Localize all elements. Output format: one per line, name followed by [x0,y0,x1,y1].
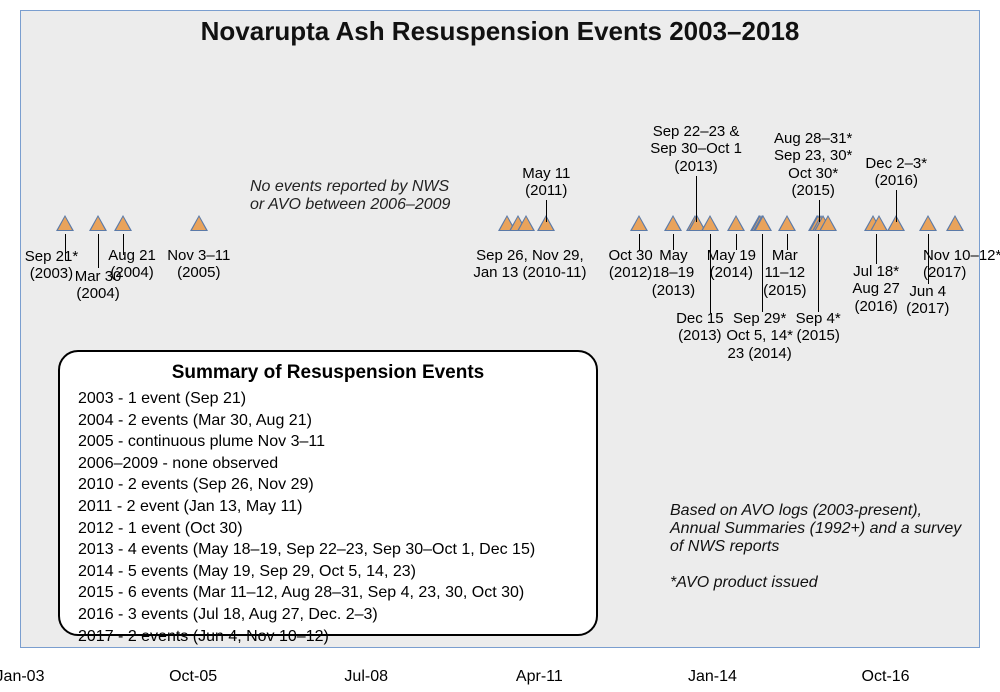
event-annotation: May 19 (2014) [707,247,756,282]
event-annotation: Nov 3–11 (2005) [167,247,230,282]
event-annotation: May 11 (2011) [522,165,570,200]
event-marker [116,217,130,230]
event-marker [821,217,835,230]
event-marker [703,217,717,230]
event-annotation: Sep 29* Oct 5, 14* 23 (2014) [726,310,793,362]
event-annotation: Aug 21 (2004) [108,247,156,282]
gap-note: No events reported by NWS or AVO between… [250,178,450,214]
summary-title: Summary of Resuspension Events [78,362,578,384]
event-annotation: Sep 21* (2003) [25,248,78,283]
x-axis-label: Oct-16 [862,668,910,686]
leader-line [546,200,547,222]
event-marker [948,217,962,230]
summary-line: 2016 - 3 events (Jul 18, Aug 27, Dec. 2–… [78,604,578,626]
summary-line: 2006–2009 - none observed [78,453,578,475]
leader-line [123,234,124,255]
summary-line: 2015 - 6 events (Mar 11–12, Aug 28–31, S… [78,582,578,604]
event-marker [921,217,935,230]
summary-line: 2011 - 2 event (Jan 13, May 11) [78,496,578,518]
leader-line [787,234,788,250]
leader-line [65,234,66,260]
summary-line: 2010 - 2 events (Sep 26, Nov 29) [78,474,578,496]
leader-line [696,176,697,222]
event-marker [519,217,533,230]
event-marker [872,217,886,230]
event-annotation: Dec 2–3* (2016) [865,155,927,190]
event-annotation: Sep 22–23 & Sep 30–Oct 1 (2013) [650,123,742,175]
event-marker [756,217,770,230]
summary-box: Summary of Resuspension Events 2003 - 1 … [58,350,598,636]
event-annotation: Dec 15 (2013) [676,310,724,345]
chart-title: Novarupta Ash Resuspension Events 2003–2… [0,16,1000,47]
event-annotation: Jun 4 (2017) [906,283,949,318]
x-axis-label: Jan-03 [0,668,44,686]
x-axis-label: Jan-14 [688,668,737,686]
source-footnote: Based on AVO logs (2003-present), Annual… [670,502,961,592]
leader-line [818,234,819,312]
event-annotation: Sep 4* (2015) [796,310,841,345]
event-marker [729,217,743,230]
event-annotation: May 18–19 (2013) [652,247,695,299]
event-annotation: Jul 18* Aug 27 (2016) [852,263,900,315]
event-annotation: Nov 10–12* (2017) [923,247,1000,282]
event-marker [632,217,646,230]
event-marker [666,217,680,230]
leader-line [876,234,877,264]
x-axis-label: Jul-08 [344,668,388,686]
summary-line: 2005 - continuous plume Nov 3–11 [78,431,578,453]
event-annotation: Mar 11–12 (2015) [763,247,806,299]
event-marker [780,217,794,230]
leader-line [673,234,674,250]
summary-line: 2003 - 1 event (Sep 21) [78,388,578,410]
event-marker [192,217,206,230]
event-annotation: Sep 26, Nov 29, Jan 13 (2010-11) [473,247,586,282]
event-marker [58,217,72,230]
summary-line: 2012 - 1 event (Oct 30) [78,518,578,540]
event-marker [91,217,105,230]
summary-line: 2014 - 5 events (May 19, Sep 29, Oct 5, … [78,561,578,583]
summary-line: 2017 - 2 events (Jun 4, Nov 10–12) [78,626,578,648]
x-axis-label: Apr-11 [516,668,563,686]
x-axis-label: Oct-05 [169,668,217,686]
summary-line: 2013 - 4 events (May 18–19, Sep 22–23, S… [78,539,578,561]
summary-list: 2003 - 1 event (Sep 21)2004 - 2 events (… [78,388,578,647]
leader-line [819,200,820,222]
summary-line: 2004 - 2 events (Mar 30, Aug 21) [78,410,578,432]
leader-line [98,234,99,268]
event-annotation: Aug 28–31* Sep 23, 30* Oct 30* (2015) [774,130,852,199]
leader-line [639,234,640,250]
figure-canvas: Novarupta Ash Resuspension Events 2003–2… [0,0,1000,692]
event-annotation: Oct 30 (2012) [609,247,653,282]
leader-line [736,234,737,250]
timeline [20,215,980,245]
leader-line [896,190,897,222]
